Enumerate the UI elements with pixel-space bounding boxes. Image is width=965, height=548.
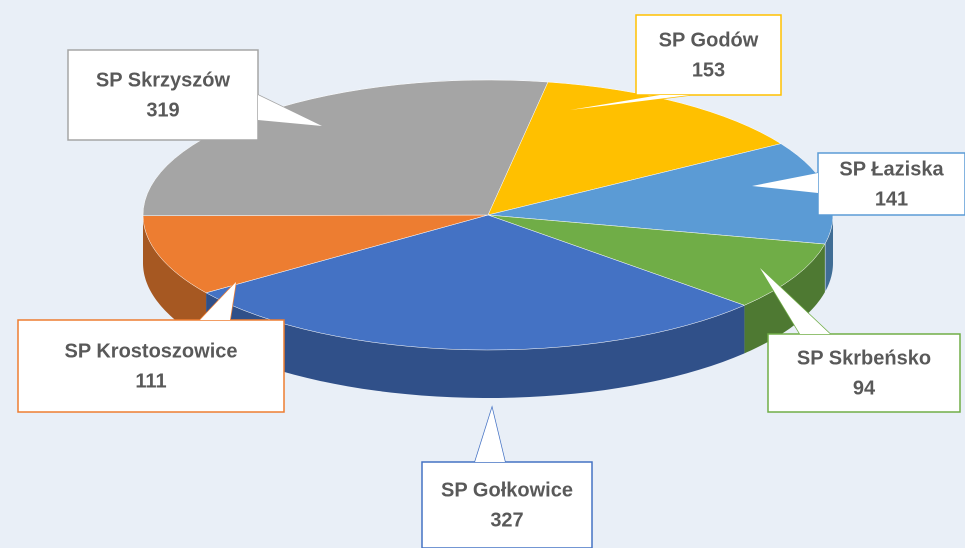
pie-side [143,215,207,341]
value-label: 153 [692,59,725,81]
pie-slice [487,81,782,216]
pie-slice [142,214,489,294]
pie-slice [205,214,746,351]
category-label: SP Łaziska [839,158,944,180]
pie-slice [487,214,826,306]
category-label: SP Krostoszowice [64,340,237,362]
value-label: 327 [490,509,523,531]
callout-box [635,14,782,96]
callout-joint [570,95,690,110]
value-label: 111 [135,370,166,392]
category-label: SP Godów [659,29,759,51]
callout-joint [475,408,505,462]
callouts: SP Godów 153 SP Łaziska 141 SP Skrbeńsko 94 SP… [17,14,965,548]
callout-box [421,461,593,548]
callout-joint [258,95,322,126]
pie-side [206,292,745,398]
category-label: SP Skrzyszów [96,69,231,91]
pie-side [825,215,833,292]
callout-joint [760,268,830,334]
value-label: 319 [146,99,179,121]
callout-box [17,319,285,413]
category-label: SP Gołkowice [441,479,573,501]
callout-joint [752,173,818,193]
category-label: SP Skrbeńsko [797,347,931,369]
pie-tops [142,79,834,351]
value-label: 141 [875,188,908,210]
callout-box [767,333,961,413]
callout-box [817,152,965,216]
value-label: 94 [853,377,876,399]
callout-box [67,49,259,141]
callout-joint [200,282,236,320]
